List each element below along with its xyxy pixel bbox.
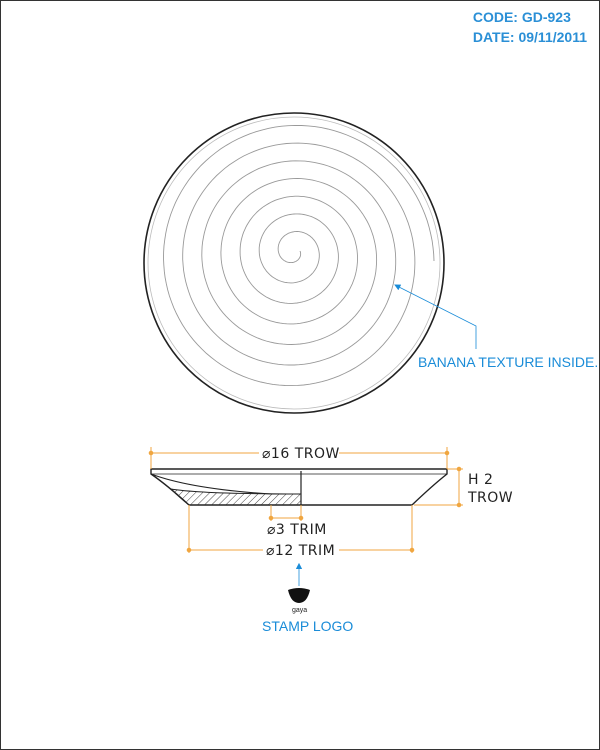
texture-callout: BANANA TEXTURE INSIDE. <box>394 284 598 370</box>
texture-label: BANANA TEXTURE INSIDE. <box>418 354 598 370</box>
plate-side-view <box>150 468 448 506</box>
stamp-logo-icon <box>288 588 310 603</box>
height-label-line2: TROW <box>467 490 513 506</box>
inner-diameter-label: ⌀3 TRIM <box>267 522 327 538</box>
plate-top-view <box>143 112 445 414</box>
stamp-label: STAMP LOGO <box>262 618 353 634</box>
plate-rim-outer <box>143 112 445 414</box>
plate-rim-inner <box>147 116 441 410</box>
stamp-logo-text: gaya <box>292 607 307 614</box>
height-label-line1: H 2 <box>468 472 493 488</box>
base-diameter-label: ⌀12 TRIM <box>266 543 335 559</box>
top-diameter-label: ⌀16 TROW <box>262 446 340 462</box>
banana-texture-spiral <box>163 124 435 387</box>
title-block: CODE: GD-923 DATE: 09/11/2011 <box>473 7 587 47</box>
stamp-callout: gaya STAMP LOGO <box>262 562 353 634</box>
product-code: CODE: GD-923 <box>472 9 571 25</box>
drawing-date: DATE: 09/11/2011 <box>472 29 587 45</box>
